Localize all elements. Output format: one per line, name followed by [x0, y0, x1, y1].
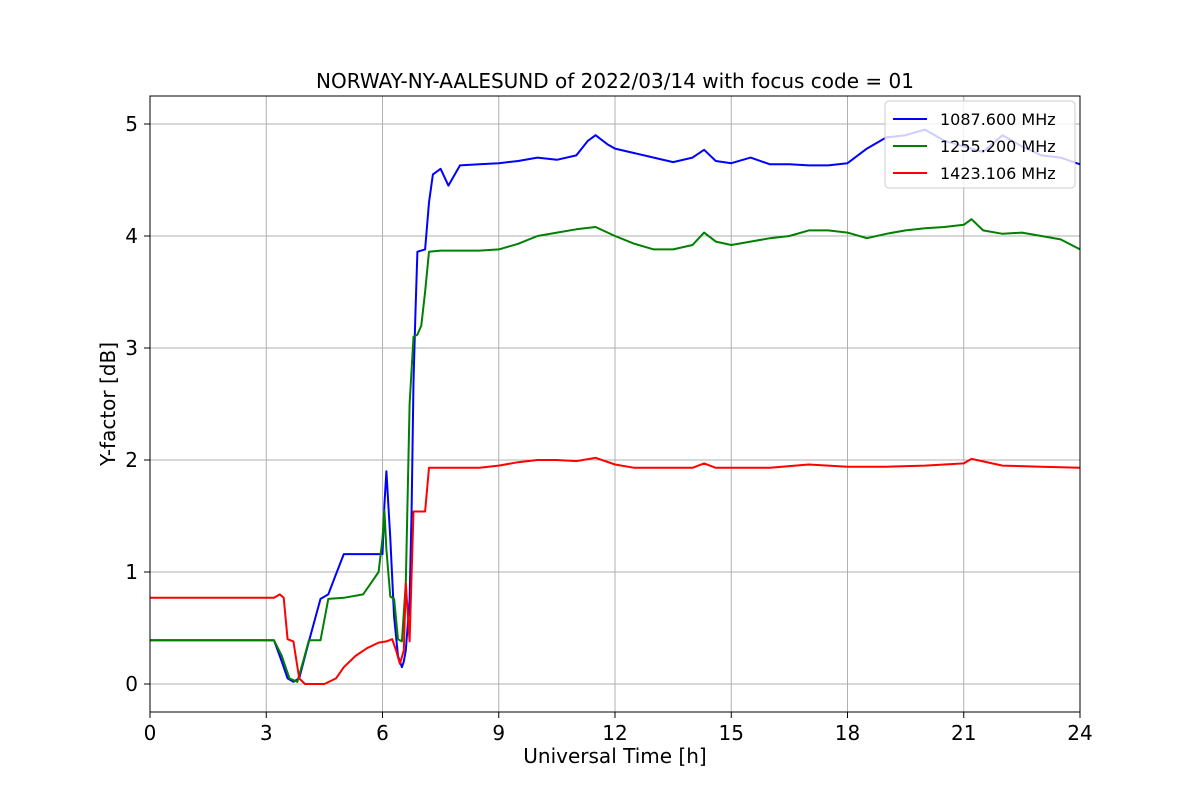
series-line-3 — [150, 456, 1081, 685]
x-tick-label: 3 — [260, 721, 273, 745]
series-line-1 — [150, 128, 1081, 683]
x-tick-label: 6 — [376, 721, 389, 745]
y-tick-label: 5 — [125, 112, 138, 136]
y-tick-label: 3 — [125, 336, 138, 360]
y-tick-label: 1 — [125, 560, 138, 584]
x-tick-label: 12 — [602, 721, 627, 745]
y-axis-label: Y-factor [dB] — [96, 342, 120, 467]
x-tick-label: 0 — [144, 721, 157, 745]
x-tick-label: 21 — [951, 721, 976, 745]
legend-label: 1087.600 MHz — [940, 110, 1056, 129]
y-tick-label: 4 — [125, 224, 138, 248]
x-axis-label: Universal Time [h] — [523, 744, 706, 768]
legend-label: 1255.200 MHz — [940, 137, 1056, 156]
x-tick-label: 15 — [719, 721, 744, 745]
series-line-2 — [150, 218, 1081, 683]
y-tick-label: 2 — [125, 448, 138, 472]
chart-title: NORWAY-NY-AALESUND of 2022/03/14 with fo… — [316, 69, 914, 93]
legend-label: 1423.106 MHz — [940, 164, 1056, 183]
legend: 1087.600 MHz 1255.200 MHz 1423.106 MHz — [884, 100, 1076, 189]
series-layer — [150, 128, 1081, 685]
y-tick-label: 0 — [125, 672, 138, 696]
x-tick-label: 9 — [492, 721, 505, 745]
legend-box — [884, 100, 1076, 189]
x-tick-label: 24 — [1067, 721, 1092, 745]
x-tick-label: 18 — [835, 721, 860, 745]
